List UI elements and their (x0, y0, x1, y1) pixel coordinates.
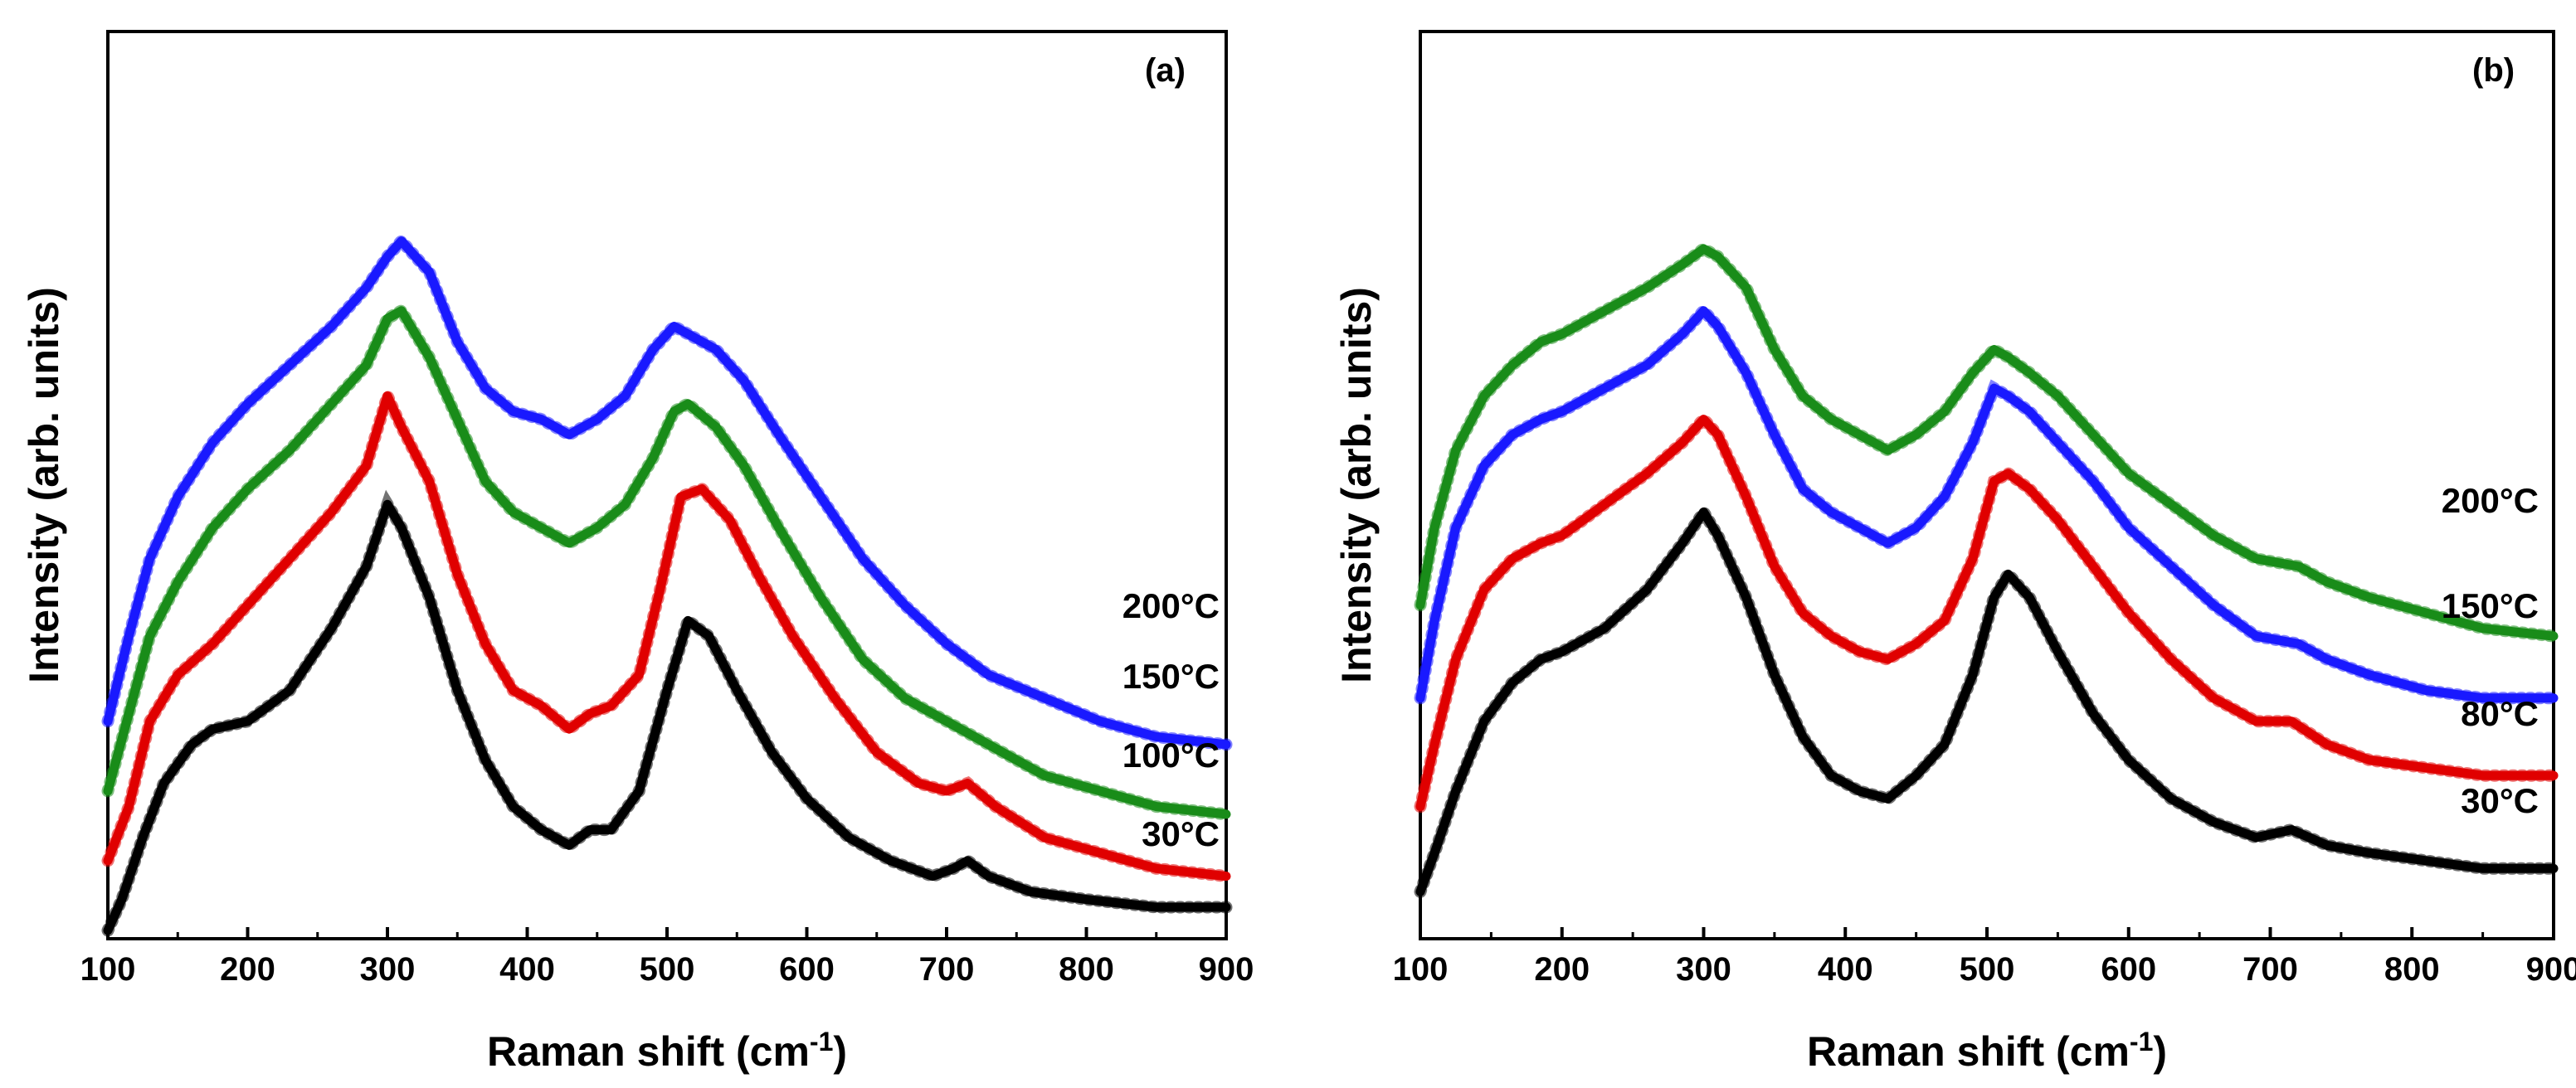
x-tick-label: 500 (640, 951, 695, 988)
series-markers-30c (101, 489, 1233, 937)
x-tick-label: 900 (2526, 951, 2576, 988)
x-tick-label: 300 (1676, 951, 1731, 988)
series-line-200c (1415, 244, 2559, 641)
series-markers-200c (1414, 241, 2560, 643)
chart-panel-a: 100 200 300 400 500 600 700 800 900 30°C 100°C 150°… (21, 30, 1254, 1075)
x-tick-label: 700 (2242, 951, 2298, 988)
legend-label-150c: 150°C (1122, 657, 1220, 696)
x-axis-title: Raman shift (cm-1) (1807, 1027, 2167, 1075)
series-markers-80c (1414, 410, 2560, 814)
x-tick-label: 900 (1199, 951, 1254, 988)
x-tick-label: 700 (919, 951, 975, 988)
y-axis-title: Intensity (arb. units) (21, 287, 67, 683)
series-markers-150c (1414, 301, 2560, 705)
chart-panel-b: 100 200 300 400 500 600 700 800 900 30°C 80°C 150°C… (1333, 30, 2576, 1075)
x-tick-label: 300 (360, 951, 416, 988)
legend-label-100c: 100°C (1122, 736, 1220, 775)
legend-label-200c: 200°C (1122, 586, 1220, 625)
series-line-30c (1415, 508, 2559, 896)
panel-label: (a) (1145, 52, 1186, 89)
y-axis-title: Intensity (arb. units) (1333, 287, 1380, 683)
series-markers-200c (101, 231, 1233, 751)
series-markers-100c (101, 378, 1233, 883)
legend-label-80c: 80°C (2461, 694, 2539, 733)
plot-frame (106, 30, 1228, 940)
x-tick-label: 600 (779, 951, 835, 988)
legend-label-30c: 30°C (2461, 781, 2539, 820)
x-tick-label: 100 (1393, 951, 1449, 988)
x-tick-label: 600 (2101, 951, 2156, 988)
plot-frame (1419, 30, 2555, 940)
x-tick-label: 200 (220, 951, 275, 988)
x-tick-label: 400 (1818, 951, 1873, 988)
series-markers-150c (101, 302, 1233, 821)
series-line-200c (103, 236, 1231, 750)
legend-label-30c: 30°C (1142, 814, 1220, 853)
x-tick-label: 500 (1960, 951, 2015, 988)
panel-label: (b) (2472, 52, 2515, 89)
x-axis-title: Raman shift (cm-1) (487, 1027, 847, 1075)
legend-label-200c: 200°C (2442, 481, 2539, 520)
x-tick-label: 200 (1534, 951, 1590, 988)
series-markers-30c (1414, 500, 2560, 898)
legend-label-150c: 150°C (2442, 586, 2539, 625)
x-tick-label: 800 (1059, 951, 1114, 988)
x-tick-label: 800 (2384, 951, 2440, 988)
x-tick-label: 100 (80, 951, 136, 988)
x-tick-label: 400 (499, 951, 555, 988)
